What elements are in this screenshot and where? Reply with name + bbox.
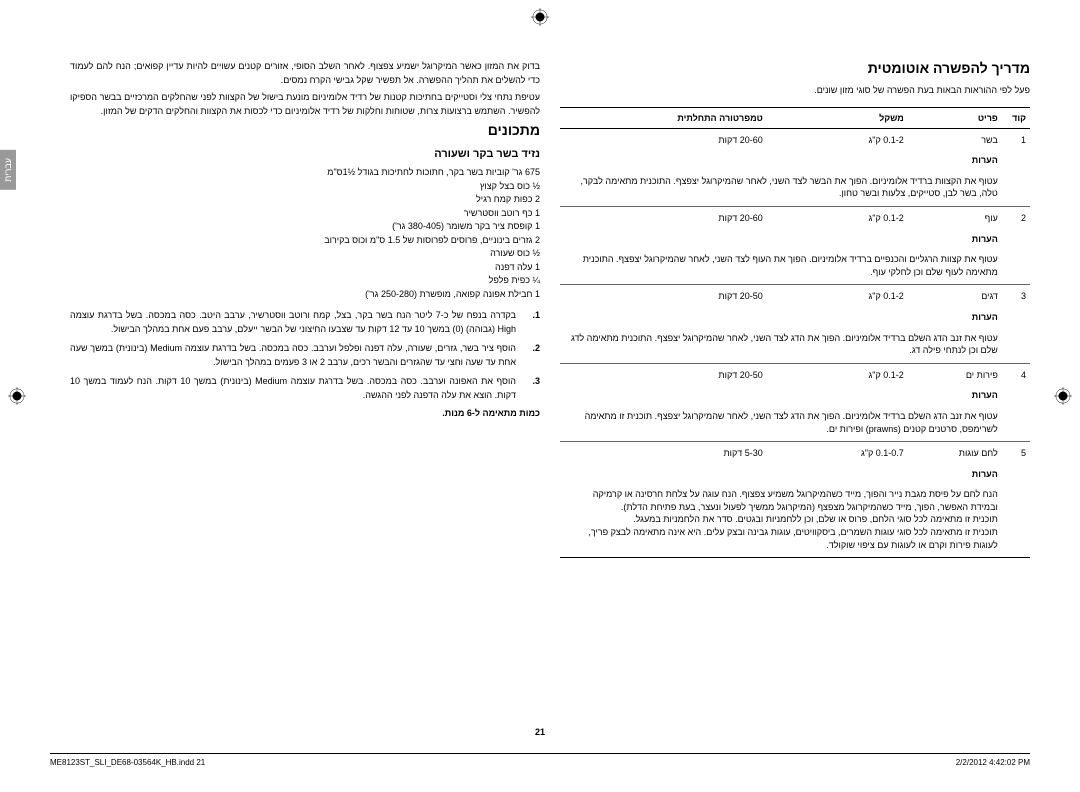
cell-temp: 20-50 דקות xyxy=(560,363,767,385)
cell-weight: 0.1-2 ק"ג xyxy=(767,363,908,385)
ingredient-item: ½ כוס שעורה xyxy=(70,247,540,261)
cell-item: בשר xyxy=(908,128,1002,150)
registration-mark-icon xyxy=(8,387,26,405)
th-code: קוד xyxy=(1002,107,1030,128)
step-text: הוסף את האפונה וערבב. כסה במכסה. בשל בדר… xyxy=(70,375,516,402)
paragraph: עטיפת נתחי צלי וסטייקים בחתיכות קטנות של… xyxy=(70,91,540,118)
notes-label: הערות xyxy=(908,464,1002,485)
th-weight: משקל xyxy=(767,107,908,128)
step-text: הוסף ציר בשר, גזרים, שעורה, עלה דפנה ופל… xyxy=(70,342,516,369)
notes-text: עטוף את הקצוות ברדיד אלומיניום. הפוך את … xyxy=(560,171,1002,207)
step-text: בקדרה בנפח של כ-7 ליטר הנח בשר בקר, בצל,… xyxy=(70,309,516,336)
cell-item: לחם עוגות xyxy=(908,442,1002,464)
cell-code: 4 xyxy=(1002,363,1030,385)
recipe-step: 2. הוסף ציר בשר, גזרים, שעורה, עלה דפנה ו… xyxy=(70,342,540,369)
cell-code: 2 xyxy=(1002,206,1030,228)
cell-temp: 20-50 דקות xyxy=(560,285,767,307)
cell-temp: 20-60 דקות xyxy=(560,206,767,228)
notes-label: הערות xyxy=(908,150,1002,171)
side-tab: עברית xyxy=(0,150,16,190)
recipe-name: נזיד בשר בקר ושעורה xyxy=(70,148,540,160)
th-temp: טמפרטורה התחלתית xyxy=(560,107,767,128)
page-number: 21 xyxy=(535,727,545,737)
ingredient-item: 2 גזרים בינוניים, פרוסים לפרוסות של 1.5 … xyxy=(70,234,540,248)
cell-item: עוף xyxy=(908,206,1002,228)
ingredient-item: ¼ כפית פלפל xyxy=(70,274,540,288)
left-column: בדוק את המזון כאשר המיקרוגל ישמיע צפצוף.… xyxy=(70,60,540,700)
cell-weight: 0.1-0.7 ק"ג xyxy=(767,442,908,464)
cell-item: פירות ים xyxy=(908,363,1002,385)
step-number: 3. xyxy=(528,375,540,402)
notes-label: הערות xyxy=(908,385,1002,406)
registration-mark-icon xyxy=(1054,387,1072,405)
step-number: 2. xyxy=(528,342,540,369)
step-number: 1. xyxy=(528,309,540,336)
cell-item: דגים xyxy=(908,285,1002,307)
cell-weight: 0.1-2 ק"ג xyxy=(767,206,908,228)
defrost-table: קוד פריט משקל טמפרטורה התחלתית 1 בשר 0.1… xyxy=(560,107,1030,559)
cell-code: 3 xyxy=(1002,285,1030,307)
notes-text: עטוף את זנב הדג השלם ברדיד אלומיניום. הפ… xyxy=(560,328,1002,364)
ingredient-item: 675 גר' קוביות בשר בקר, חתוכות לחתיכות ב… xyxy=(70,166,540,180)
notes-label: הערות xyxy=(908,229,1002,250)
cell-code: 1 xyxy=(1002,128,1030,150)
th-item: פריט xyxy=(908,107,1002,128)
cell-weight: 0.1-2 ק"ג xyxy=(767,285,908,307)
cell-weight: 0.1-2 ק"ג xyxy=(767,128,908,150)
paragraph: בדוק את המזון כאשר המיקרוגל ישמיע צפצוף.… xyxy=(70,60,540,87)
notes-label: הערות xyxy=(908,307,1002,328)
ingredient-item: 2 כפות קמח רגיל xyxy=(70,193,540,207)
footer-date: 2/2/2012 4:42:02 PM xyxy=(956,758,1030,767)
notes-text: הנח לחם על פיסת מגבת נייר והפוך, מייד כש… xyxy=(560,484,1002,557)
notes-text: עטוף את זנב הדג השלם ברדיד אלומיניום. הפ… xyxy=(560,406,1002,442)
intro-text: פעל לפי ההוראות הבאות בעת הפשרה של סוגי … xyxy=(560,84,1030,97)
right-column: מדריך להפשרה אוטומטית פעל לפי ההוראות הב… xyxy=(560,60,1030,700)
ingredient-item: ½ כוס בצל קצוץ xyxy=(70,180,540,194)
cell-temp: 20-60 דקות xyxy=(560,128,767,150)
footer-file: ME8123ST_SLI_DE68-03564K_HB.indd 21 xyxy=(50,758,205,767)
notes-text: עטוף את קצוות הרגליים והכנפיים ברדיד אלו… xyxy=(560,249,1002,285)
recipe-step: 1. בקדרה בנפח של כ-7 ליטר הנח בשר בקר, בצ… xyxy=(70,309,540,336)
cell-code: 5 xyxy=(1002,442,1030,464)
ingredients-list: 675 גר' קוביות בשר בקר, חתוכות לחתיכות ב… xyxy=(70,166,540,301)
serving-size: כמות מתאימה ל-6 מנות. xyxy=(70,408,540,418)
recipe-step: 3. הוסף את האפונה וערבב. כסה במכסה. בשל ב… xyxy=(70,375,540,402)
cell-temp: 5-30 דקות xyxy=(560,442,767,464)
recipes-title: מתכונים xyxy=(70,122,540,138)
ingredient-item: 1 כף רוטב ווסטרשיר xyxy=(70,207,540,221)
ingredient-item: 1 עלה דפנה xyxy=(70,261,540,275)
registration-mark-icon xyxy=(531,8,549,26)
ingredient-item: 1 חבילת אפונה קפואה, מופשרת (250-280 גר'… xyxy=(70,288,540,302)
top-paragraphs: בדוק את המזון כאשר המיקרוגל ישמיע צפצוף.… xyxy=(70,60,540,118)
ingredient-item: 1 קופסת ציר בקר משומר (380-405 גר') xyxy=(70,220,540,234)
defrost-guide-title: מדריך להפשרה אוטומטית xyxy=(560,60,1030,76)
page-container: מדריך להפשרה אוטומטית פעל לפי ההוראות הב… xyxy=(50,60,1030,700)
footer: ME8123ST_SLI_DE68-03564K_HB.indd 21 2/2/… xyxy=(50,753,1030,767)
recipe-steps: 1. בקדרה בנפח של כ-7 ליטר הנח בשר בקר, בצ… xyxy=(70,309,540,402)
